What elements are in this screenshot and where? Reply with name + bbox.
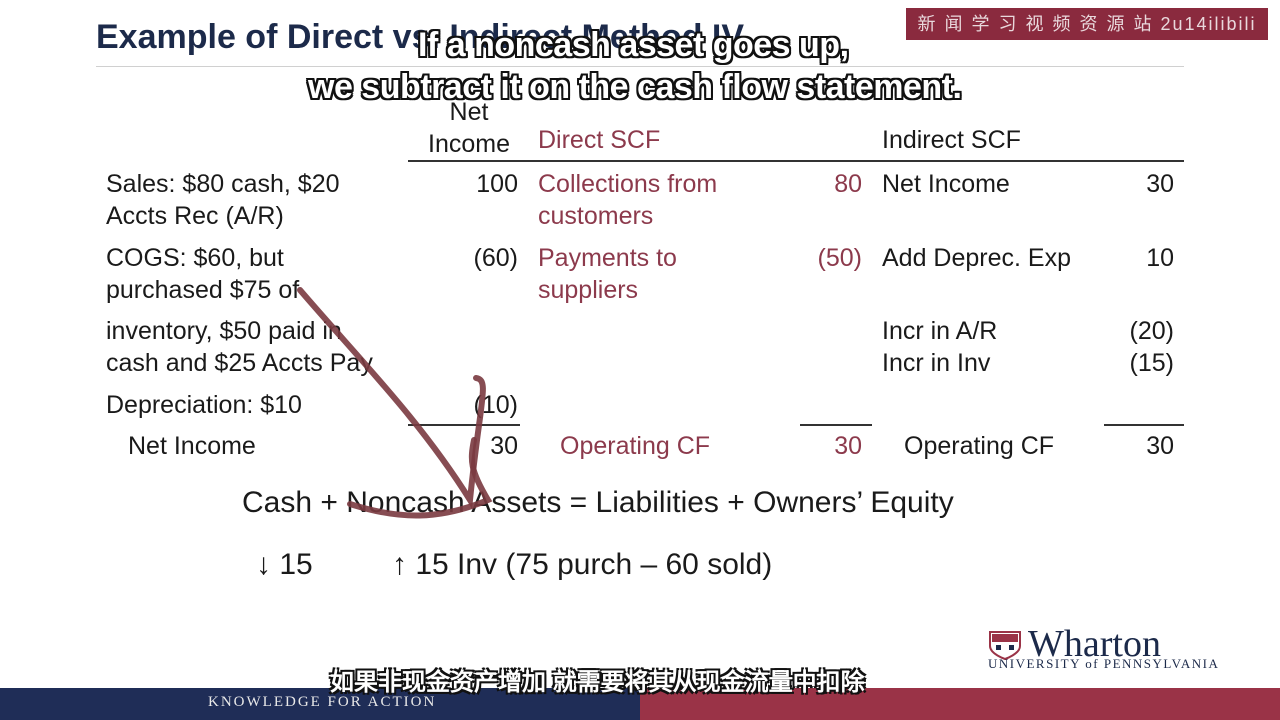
caption-line-1: If a noncash asset goes up, xyxy=(418,26,849,64)
caption-line-2: we subtract it on the cash flow statemen… xyxy=(308,68,962,106)
ni-total-rule xyxy=(408,424,520,426)
footer-tagline: KNOWLEDGE FOR ACTION xyxy=(208,694,437,710)
cash-change: ↓ 15 xyxy=(256,548,313,581)
accounting-equation: Cash + Noncash Assets = Liabilities + Ow… xyxy=(242,486,954,519)
total-ni-val: 30 xyxy=(490,432,518,460)
row-cogs-indirect-val: 10 xyxy=(1146,244,1174,272)
caption-chinese: 如果非现金资产增加 就需要将其从现金流量中扣除 xyxy=(330,669,865,696)
row-inventory-indirect-label: Incr in A/R Incr in Inv xyxy=(882,317,998,377)
row-inventory-desc: inventory, $50 paid in cash and $25 Acct… xyxy=(106,317,373,377)
total-ni-label: Net Income xyxy=(128,432,256,460)
row-cogs-ni: (60) xyxy=(473,244,518,272)
header-net-income: Net Income xyxy=(424,96,514,160)
header-indirect-scf: Indirect SCF xyxy=(882,126,1021,154)
row-sales-indirect-label: Net Income xyxy=(882,170,1010,198)
indirect-total-rule xyxy=(1104,424,1184,426)
row-inventory-indirect-val: (20) (15) xyxy=(1129,317,1174,377)
row-sales-indirect-val: 30 xyxy=(1146,170,1174,198)
direct-total-rule xyxy=(800,424,872,426)
university-text: UNIVERSITY of PENNSYLVANIA xyxy=(988,656,1220,671)
header-rule xyxy=(408,160,1184,162)
row-cogs-direct-label: Payments to suppliers xyxy=(538,244,677,304)
watermark-banner: 新 闻 学 习 视 频 资 源 站 2u14ilibili xyxy=(906,8,1268,40)
total-indirect-label: Operating CF xyxy=(904,432,1055,460)
total-direct-val: 30 xyxy=(834,432,862,460)
noncash-change: ↑ 15 Inv (75 purch – 60 sold) xyxy=(392,548,773,581)
total-indirect-val: 30 xyxy=(1146,432,1174,460)
wharton-crest-icon xyxy=(989,631,1021,660)
row-cogs-desc: COGS: $60, but purchased $75 of xyxy=(106,244,300,304)
row-cogs-direct-val: (50) xyxy=(817,244,862,272)
wharton-logo-text: Wharton xyxy=(1028,623,1161,665)
row-cogs-indirect-label: Add Deprec. Exp xyxy=(882,244,1071,272)
row-sales-desc: Sales: $80 cash, $20 Accts Rec (A/R) xyxy=(106,170,340,230)
header-net-income-text: Net Income xyxy=(428,98,510,158)
row-sales-ni: 100 xyxy=(476,170,518,198)
row-sales-direct-val: 80 xyxy=(834,170,862,198)
row-depreciation-ni: (10) xyxy=(473,391,518,419)
footer-accent-bar xyxy=(640,688,1280,720)
total-direct-label: Operating CF xyxy=(560,432,711,460)
row-depreciation-desc: Depreciation: $10 xyxy=(106,391,302,419)
slide-title: Example of Direct vs. Indirect Method IV xyxy=(96,18,745,56)
header-direct-scf: Direct SCF xyxy=(538,126,661,154)
row-sales-direct-label: Collections from customers xyxy=(538,170,718,230)
title-divider xyxy=(96,66,1184,67)
